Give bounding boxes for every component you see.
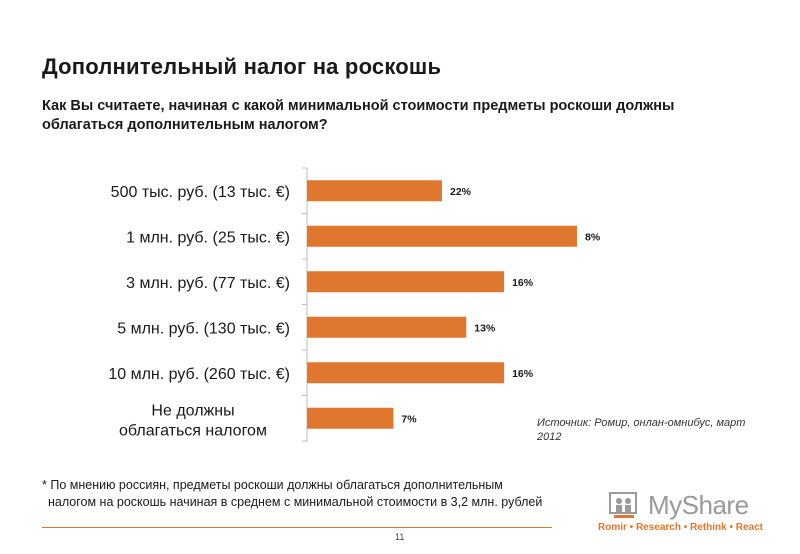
bar-value-label: 16% — [512, 277, 534, 289]
category-label: 3 млн. руб. (77 тыс. €) — [126, 275, 290, 292]
category-label: 10 млн. руб. (260 тыс. €) — [108, 366, 290, 383]
bar-value-label: 16% — [512, 368, 534, 380]
bar — [307, 407, 394, 429]
survey-question: Как Вы считаете, начиная с какой минимал… — [42, 98, 675, 133]
bar-value-label: 13% — [474, 322, 496, 334]
bar — [307, 225, 577, 247]
myshare-logo: MyShare Romir • Research • Rethink • Rea… — [598, 490, 768, 540]
bar — [307, 180, 442, 202]
footnote-line-1: * По мнению россиян, предметы роскоши до… — [42, 478, 503, 492]
bar — [307, 271, 505, 293]
bar-value-label: 7% — [401, 413, 417, 425]
page-number: 11 — [395, 532, 405, 542]
bar-value-label: 8% — [585, 231, 601, 243]
logo-tagline: Romir • Research • Rethink • React — [598, 522, 763, 533]
bar — [307, 362, 505, 384]
bar — [307, 316, 467, 338]
bottom-divider — [42, 527, 552, 528]
source-note: Источник: Ромир, онлан-омнибус, март 201… — [537, 417, 746, 443]
category-label: 5 млн. руб. (130 тыс. €) — [117, 320, 290, 337]
footnote-line-2: налогом на роскошь начиная в среднем с м… — [48, 495, 543, 509]
footnote: * По мнению россиян, предметы роскоши до… — [42, 477, 622, 511]
slide-title: Дополнительный налог на роскошь — [42, 54, 442, 79]
category-label: 500 тыс. руб. (13 тыс. €) — [111, 184, 290, 201]
category-label: Не должны облагаться налогом — [119, 402, 267, 439]
category-label: 1 млн. руб. (25 тыс. €) — [126, 229, 290, 246]
logo-wordmark: MyShare — [648, 490, 749, 520]
people-icon — [609, 492, 637, 518]
bar-value-label: 22% — [450, 186, 472, 198]
